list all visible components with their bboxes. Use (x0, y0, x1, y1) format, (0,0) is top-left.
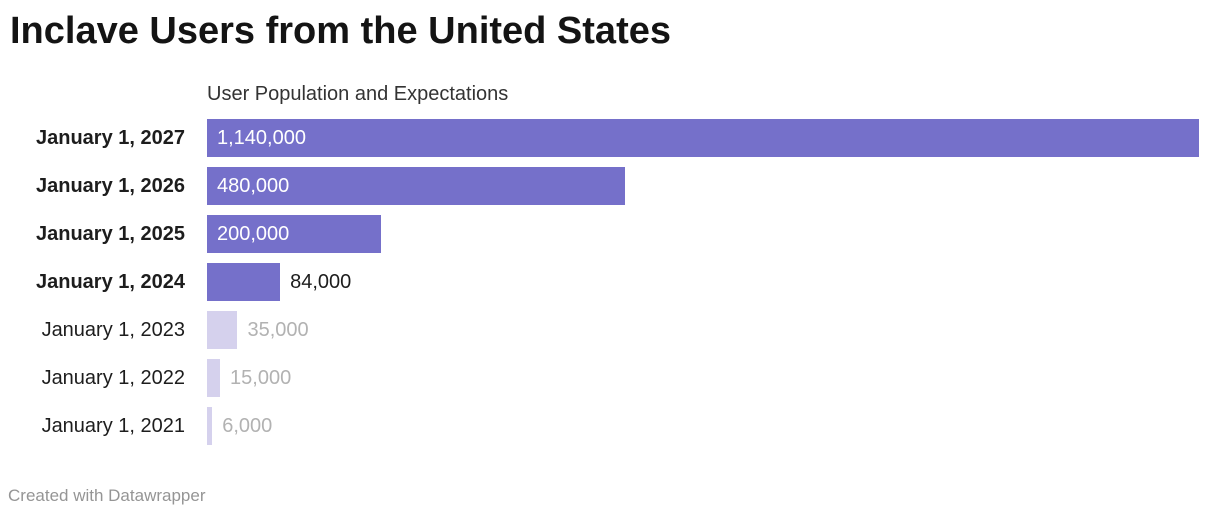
bar-value-label: 15,000 (230, 366, 292, 389)
row-label: January 1, 2027 (36, 126, 185, 149)
bar[interactable] (207, 311, 238, 349)
bar-value-label: 84,000 (290, 270, 352, 293)
row-label: January 1, 2023 (41, 318, 185, 341)
chart-title: Inclave Users from the United States (10, 10, 671, 52)
chart-row: January 1, 2023 35,000 (0, 306, 1220, 354)
bar-track: 84,000 (207, 263, 1220, 301)
row-label: January 1, 2024 (36, 270, 185, 293)
chart-row: January 1, 2021 6,000 (0, 402, 1220, 450)
bar-track: 6,000 (207, 407, 1220, 445)
bar[interactable]: 200,000 (207, 215, 382, 253)
bar-value-label: 35,000 (247, 318, 309, 341)
bar-value-label: 200,000 (217, 222, 290, 245)
credit-line: Created with Datawrapper (8, 486, 206, 505)
chart-row: January 1, 2025 200,000 (0, 210, 1220, 258)
bar-value-label: 6,000 (222, 414, 273, 437)
bar-track: 15,000 (207, 359, 1220, 397)
bar-value-label: 480,000 (217, 174, 290, 197)
bar[interactable]: 1,140,000 (207, 119, 1199, 157)
chart-row: January 1, 2026 480,000 (0, 162, 1220, 210)
chart-row: January 1, 2022 15,000 (0, 354, 1220, 402)
chart-row: January 1, 2024 84,000 (0, 258, 1220, 306)
axis-title: User Population and Expectations (207, 83, 509, 105)
bar[interactable] (207, 407, 213, 445)
row-label: January 1, 2021 (41, 414, 185, 437)
row-label: January 1, 2026 (36, 174, 185, 197)
bar[interactable]: 480,000 (207, 167, 625, 205)
bar-value-label: 1,140,000 (217, 126, 306, 149)
bar[interactable] (207, 263, 281, 301)
row-label: January 1, 2022 (41, 366, 185, 389)
bar-track: 200,000 (207, 215, 1220, 253)
row-label: January 1, 2025 (36, 222, 185, 245)
chart-row: January 1, 2027 1,140,000 (0, 114, 1220, 162)
bar-track: 480,000 (207, 167, 1220, 205)
bar-track: 35,000 (207, 311, 1220, 349)
bar[interactable] (207, 359, 221, 397)
bar-chart: January 1, 2027 1,140,000 January 1, 2026 4… (0, 114, 1220, 450)
bar-track: 1,140,000 (207, 119, 1220, 157)
